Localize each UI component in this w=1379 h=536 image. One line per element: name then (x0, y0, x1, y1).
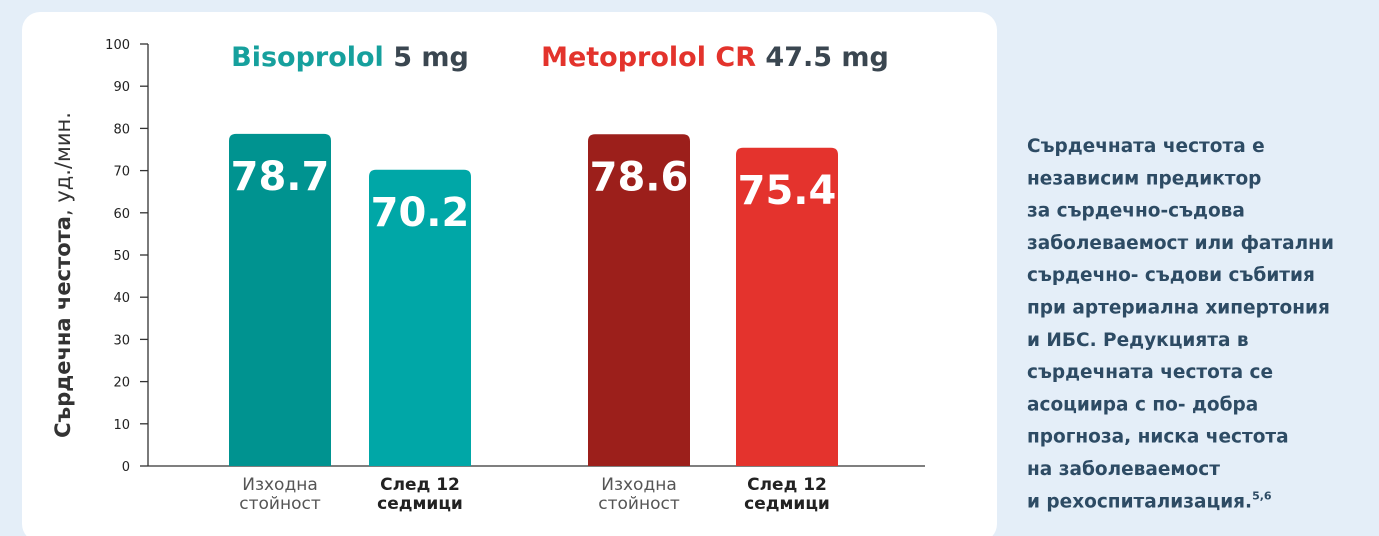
y-tick-label: 50 (113, 249, 130, 264)
y-label-bold: Сърдечна честота (51, 216, 75, 438)
bar-value-label: 75.4 (738, 168, 837, 214)
side-text-line: заболеваемост или фатални (1027, 233, 1334, 254)
bar (736, 147, 838, 466)
x-category-label: След 12 седмици (377, 475, 463, 514)
side-text-line: за сърдечно-съдова (1027, 201, 1245, 222)
reference: 5,6 (1252, 489, 1272, 502)
side-text-line: и ИБС. Редукцията в (1027, 330, 1249, 351)
y-tick-label: 20 (113, 376, 130, 391)
bar-value-label: 70.2 (371, 190, 470, 236)
side-text-line: независим предиктор (1027, 168, 1261, 189)
y-tick-label: 40 (113, 291, 130, 306)
bar-value-label: 78.6 (590, 154, 689, 200)
bar (369, 169, 471, 467)
side-text-line: и рехоспитализация. (1027, 491, 1252, 512)
side-text-line: при артериална хипертония (1027, 298, 1330, 319)
y-tick-label: 10 (113, 418, 130, 433)
y-tick-label: 30 (113, 333, 130, 348)
side-text-line: асоциира с по- добра (1027, 394, 1258, 415)
series-title: Bisoprolol 5 mg (231, 42, 469, 73)
y-tick-label: 0 (122, 460, 130, 475)
x-category-label: След 12 седмици (744, 475, 830, 514)
y-tick-label: 70 (113, 165, 130, 180)
bar (588, 134, 690, 467)
y-tick-label: 90 (113, 80, 130, 95)
series-dose: 5 mg (393, 42, 469, 73)
y-axis-label: Сърдечна честота, уд./мин. (51, 112, 75, 438)
y-tick-label: 100 (105, 38, 130, 53)
side-text: Сърдечната честота е независим предиктор з… (1027, 136, 1334, 512)
series-name: Metoprolol CR (541, 42, 756, 73)
x-category-label: Изходна стойност (239, 475, 321, 514)
side-text-line: на заболеваемост (1027, 459, 1220, 480)
y-tick-label: 80 (113, 122, 130, 137)
side-text-line: прогноза, ниска честота (1027, 427, 1289, 448)
bar-value-label: 78.7 (231, 154, 330, 200)
series-dose: 47.5 mg (765, 42, 888, 73)
bar (229, 133, 331, 467)
y-tick-label: 60 (113, 207, 130, 222)
side-text-line: сърдечно- съдови събития (1027, 265, 1315, 286)
series-title: Metoprolol CR 47.5 mg (541, 42, 889, 73)
series-name: Bisoprolol (231, 42, 384, 73)
x-category-label: Изходна стойност (598, 475, 680, 514)
side-text-line: сърдечната честота се (1027, 362, 1273, 383)
side-text-line: Сърдечната честота е (1027, 136, 1265, 157)
y-label-rest: , уд./мин. (51, 112, 75, 216)
